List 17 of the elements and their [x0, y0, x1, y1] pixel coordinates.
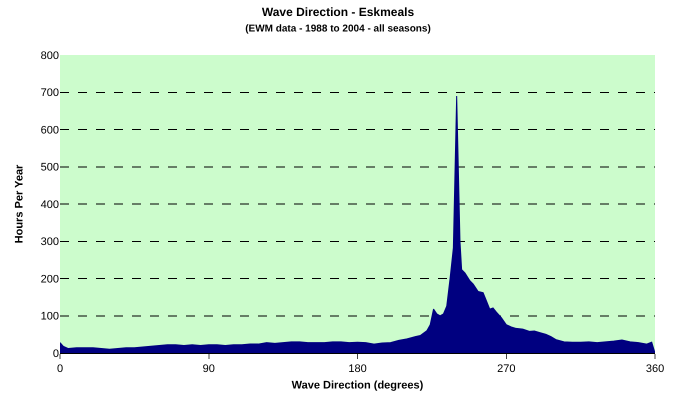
- x-axis-title: Wave Direction (degrees): [292, 379, 424, 392]
- y-tick-label: 600: [40, 124, 59, 136]
- chart-title: Wave Direction - Eskmeals: [262, 5, 414, 20]
- y-tick-label: 300: [40, 236, 59, 248]
- x-tick-label: 180: [348, 363, 367, 376]
- y-tick-label: 0: [52, 348, 59, 360]
- x-tick-label: 270: [497, 363, 516, 376]
- y-tick-label: 400: [40, 198, 59, 211]
- y-tick-label: 800: [40, 50, 59, 62]
- y-axis-title: Hours Per Year: [13, 164, 26, 244]
- x-tick-label: 90: [202, 363, 215, 376]
- y-tick-label: 100: [40, 310, 59, 323]
- y-tick-label: 200: [40, 273, 59, 286]
- x-tick-label: 360: [646, 363, 664, 376]
- chart-subtitle: (EWM data - 1988 to 2004 - all seasons): [245, 24, 431, 35]
- y-tick-label: 500: [40, 162, 59, 174]
- y-tick-label: 700: [40, 87, 59, 100]
